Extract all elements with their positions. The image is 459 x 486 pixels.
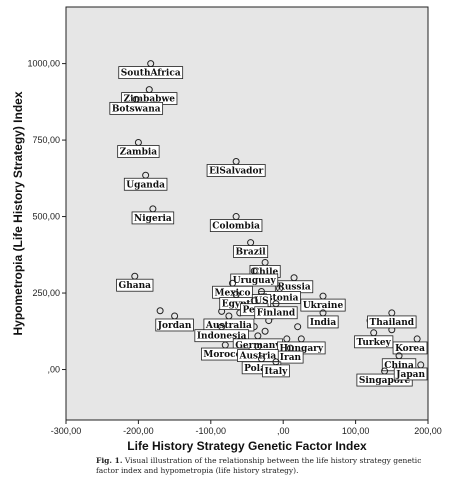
x-tick-label: -100,00	[196, 426, 227, 436]
labeled-point: Finland	[254, 300, 298, 320]
labeled-point: Zimbabwe	[121, 86, 178, 105]
point-label-box	[392, 341, 428, 355]
point-label-box	[300, 298, 346, 312]
point-label-box	[155, 318, 194, 332]
data-point	[156, 307, 164, 315]
point-label: Zimbabwe	[124, 95, 176, 105]
point-label: ElSalvador	[209, 166, 263, 176]
point-label: Thailand	[370, 318, 415, 328]
point-label: Brazil	[236, 248, 267, 258]
point-label: Russia	[277, 283, 311, 293]
point-label: Indonesia	[197, 332, 247, 342]
point-label: Mexico	[215, 288, 251, 298]
point-label: SouthAfrica	[121, 69, 181, 79]
y-tick-label: ,00	[47, 365, 60, 375]
point-label: Morocco	[203, 350, 247, 360]
labeled-point: India	[307, 309, 339, 329]
point-label: Austria	[238, 352, 276, 362]
point-label: Chile	[252, 267, 279, 277]
labeled-point: Uruguay	[230, 267, 279, 287]
point-label: Zambia	[120, 148, 158, 158]
point-label-box	[123, 177, 168, 191]
labeled-point: Ghana	[116, 272, 154, 292]
point-label: Ukraine	[303, 301, 344, 311]
point-label-box	[254, 306, 298, 320]
point-label-box	[262, 364, 290, 378]
point-label: Egypt	[222, 300, 252, 310]
y-tick-label: 1000,00	[27, 59, 60, 69]
x-tick-label: 200,00	[414, 426, 442, 436]
point-label: Uganda	[126, 180, 165, 190]
labeled-point: Botswana	[109, 95, 164, 115]
point-label: Jordan	[157, 321, 192, 331]
axes: -300,00 -200,00 -100,00 ,00 100,00 200,00 ,00 2…	[27, 59, 441, 436]
point-label-box	[307, 315, 339, 329]
point-label: Australia	[205, 321, 252, 331]
point-label: Singapore	[359, 376, 411, 386]
labeled-point: Jordan	[155, 312, 194, 332]
point-label: Poland	[244, 364, 279, 374]
point-label-box	[116, 278, 154, 292]
point-label: Germany	[235, 341, 281, 351]
point-label: Korea	[395, 344, 425, 354]
labeled-point: Austria	[237, 343, 279, 362]
x-axis-title: Life History Strategy Genetic Factor Ind…	[127, 439, 367, 453]
x-tick-label: -200,00	[123, 426, 154, 436]
x-tick-label: ,00	[277, 426, 290, 436]
labeled-point: SouthAfrica	[118, 60, 184, 79]
point-label: Japan	[395, 370, 425, 380]
labeled-point: Italy	[262, 358, 290, 378]
labeled-point: Australia	[203, 312, 255, 332]
labeled-point: ElSalvador	[206, 157, 266, 177]
labeled-point: Uganda	[123, 171, 168, 191]
labeled-point: Zambia	[117, 139, 160, 158]
labeled-point: Iran	[277, 344, 304, 364]
point-label-box	[117, 145, 160, 158]
point-label: Hungary	[279, 344, 323, 354]
point-label: US	[254, 297, 268, 307]
point-label: Italy	[265, 367, 289, 377]
point-label: Finland	[257, 309, 296, 319]
data-point	[294, 323, 302, 331]
point-label-box	[233, 245, 269, 258]
caption-text: Visual illustration of the relationship …	[96, 456, 422, 475]
x-tick-label: 100,00	[342, 426, 370, 436]
labeled-point: Colombia	[209, 213, 263, 232]
labeled-point: Thailand	[367, 309, 417, 329]
point-label-box	[206, 164, 266, 177]
labeled-point: Korea	[392, 335, 428, 355]
scatter-chart: -300,00 -200,00 -100,00 ,00 100,00 200,00 ,00 2…	[11, 6, 442, 453]
point-label-box	[367, 315, 417, 329]
point-label: Botswana	[112, 104, 161, 114]
point-label: China	[384, 361, 414, 371]
caption-prefix: Fig. 1.	[96, 456, 123, 465]
point-label: Nigeria	[134, 214, 172, 224]
x-tick-label: -300,00	[51, 426, 82, 436]
point-label: Ghana	[119, 281, 152, 291]
point-label: India	[310, 318, 336, 328]
y-tick-label: 500,00	[32, 212, 60, 222]
point-label: Iran	[280, 353, 302, 363]
y-tick-label: 250,00	[32, 288, 60, 298]
labeled-point: Ukraine	[300, 292, 346, 312]
point-label-box	[131, 211, 175, 225]
labeled-point: Brazil	[233, 239, 269, 258]
y-axis-title: Hypometropia (Life History Strategy) Ind…	[11, 91, 25, 335]
point-label: Turkey	[357, 338, 392, 348]
point-label-box	[109, 101, 164, 115]
point-label-box	[230, 273, 279, 287]
point-label-box	[393, 367, 428, 381]
point-label-box	[118, 66, 184, 79]
point-label-box	[209, 219, 263, 232]
figure-caption: Fig. 1. Visual illustration of the relat…	[96, 456, 426, 476]
data-point	[261, 327, 269, 335]
y-tick-label: 750,00	[32, 135, 60, 145]
point-label: Estonia	[261, 293, 299, 303]
point-label: Uruguay	[233, 276, 277, 286]
labeled-point: Mexico	[212, 279, 253, 299]
labeled-point: Nigeria	[131, 205, 175, 225]
point-label: Colombia	[212, 222, 260, 232]
labeled-point: Japan	[393, 361, 428, 381]
